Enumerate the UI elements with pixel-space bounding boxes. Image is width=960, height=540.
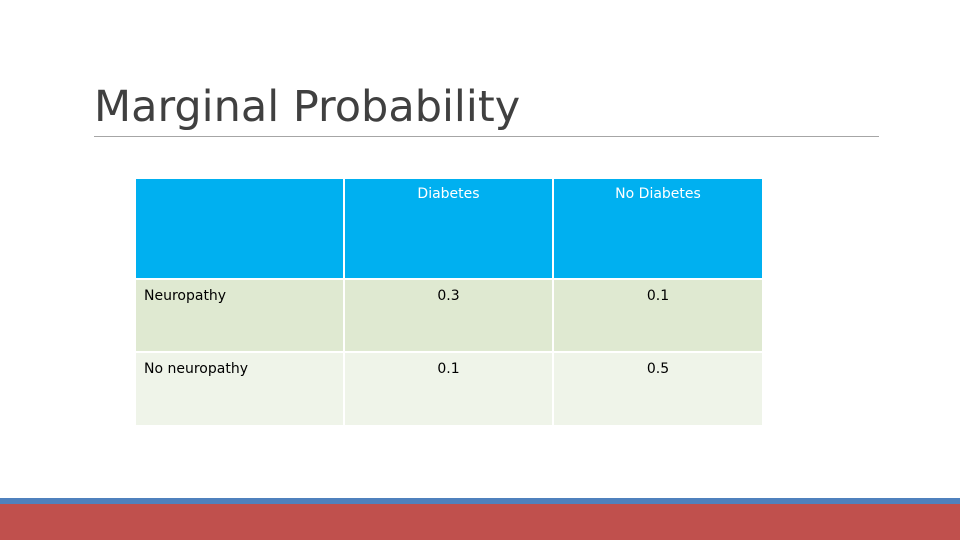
- table-header-diabetes: Diabetes: [343, 179, 553, 279]
- table-cell: 0.3: [343, 278, 553, 352]
- table-row: No neuropathy 0.1 0.5: [136, 351, 762, 425]
- footer-accent-bar-blue: [0, 498, 960, 504]
- table-cell: 0.5: [552, 351, 762, 425]
- table-cell: 0.1: [552, 278, 762, 352]
- title-underline: [94, 136, 879, 137]
- table-header-row: Diabetes No Diabetes: [136, 179, 762, 279]
- slide-title: Marginal Probability: [94, 82, 521, 132]
- footer-accent-bar-red: [0, 504, 960, 540]
- table-header-no-diabetes: No Diabetes: [552, 179, 762, 279]
- table-cell: 0.1: [343, 351, 553, 425]
- row-label-no-neuropathy: No neuropathy: [136, 351, 344, 425]
- table-header-corner: [136, 179, 344, 279]
- marginal-probability-table: Diabetes No Diabetes Neuropathy 0.3 0.1 …: [136, 179, 762, 425]
- row-label-neuropathy: Neuropathy: [136, 278, 344, 352]
- table-row: Neuropathy 0.3 0.1: [136, 278, 762, 352]
